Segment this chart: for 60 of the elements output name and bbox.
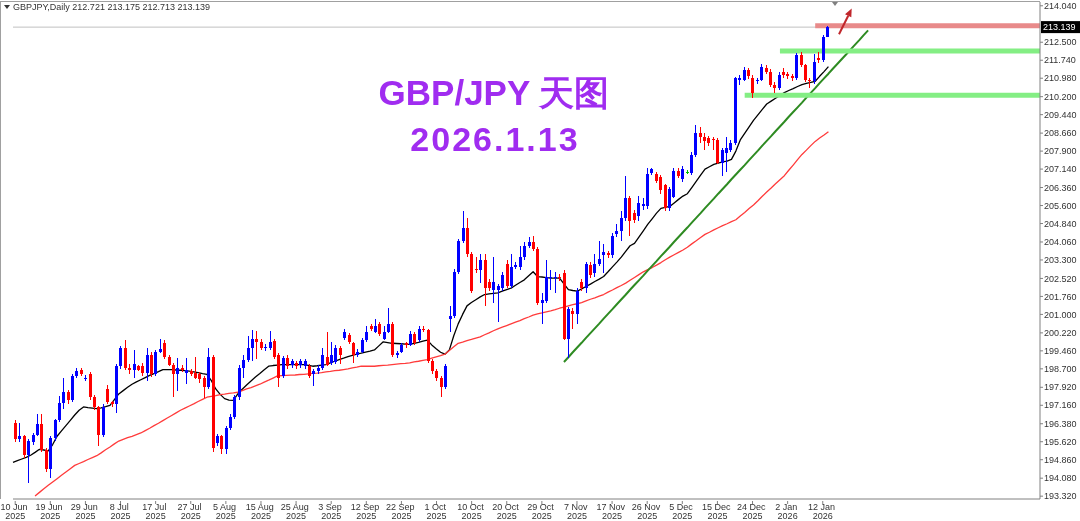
y-tick-label: 197.920 (1044, 382, 1077, 393)
y-tick-label: 204.060 (1044, 237, 1077, 248)
text: GBP/JPY 天图 (377, 73, 611, 113)
x-tick-label: 29 Jun 2025 (70, 502, 101, 521)
x-tick-label: 3 Sep 2025 (318, 502, 345, 521)
y-tick-label: 200.220 (1044, 328, 1077, 339)
y-tick-label: 193.320 (1044, 491, 1077, 502)
y-tick-label: 195.620 (1044, 436, 1077, 447)
y-tick-label: 202.520 (1044, 273, 1077, 284)
y-tick-label: 198.700 (1044, 364, 1077, 375)
y-tick-label: 205.600 (1044, 200, 1077, 211)
x-tick-label: 15 Aug 2025 (245, 502, 277, 521)
x-tick-label: 22 Sep 2025 (385, 502, 417, 521)
y-tick-label: 210.980 (1044, 73, 1077, 84)
x-tick-label: 19 Jun 2025 (35, 502, 66, 521)
y-tick-label: 206.360 (1044, 182, 1077, 193)
y-tick-label: 194.080 (1044, 473, 1077, 484)
x-tick-label: 26 Nov 2025 (631, 502, 663, 521)
y-tick-label: 214.040 (1044, 0, 1077, 11)
y-tick-label: 208.660 (1044, 128, 1077, 139)
x-tick-label: 29 Oct 2025 (527, 502, 557, 521)
y-tick-label: 194.860 (1044, 454, 1077, 465)
y-tick-label: 209.440 (1044, 109, 1077, 120)
x-tick-label: 17 Nov 2025 (596, 502, 628, 521)
x-tick-label: 24 Dec 2025 (737, 502, 769, 521)
y-tick-label: 196.380 (1044, 418, 1077, 429)
x-tick-label: 10 Oct 2025 (457, 502, 487, 521)
x-tick-label: 12 Sep 2025 (350, 502, 382, 521)
y-tick-label: 204.840 (1044, 218, 1077, 229)
text: 2026.1.13 (409, 119, 581, 159)
x-tick-label: 10 Jun 2025 (0, 502, 30, 521)
candlestick (553, 271, 557, 293)
y-tick-label: 210.200 (1044, 91, 1077, 102)
x-tick-label: 15 Dec 2025 (701, 502, 733, 521)
y-tick-label: 201.000 (1044, 309, 1077, 320)
y-tick-label: 197.160 (1044, 400, 1077, 411)
candlestick (571, 308, 575, 329)
candlestick (711, 136, 715, 150)
x-tick-label: 2 Jan 2026 (775, 502, 800, 521)
x-tick-label: 1 Oct 2025 (424, 502, 449, 521)
candlestick (602, 244, 606, 274)
y-tick-label: 201.760 (1044, 291, 1077, 302)
x-tick-label: 8 Jul 2025 (109, 502, 132, 521)
annotation: GBPJPY,Daily 212.721 213.175 212.713 213.139 (13, 2, 210, 13)
x-tick-label: 5 Dec 2025 (669, 502, 696, 521)
candlestick (474, 257, 478, 274)
y-tick-label: 207.140 (1044, 164, 1077, 175)
x-tick-label: 20 Oct 2025 (492, 502, 522, 521)
y-tick-label: 211.740 (1044, 55, 1076, 66)
x-tick-label: 5 Aug 2025 (213, 502, 239, 521)
x-tick-label: 17 Jul 2025 (142, 502, 169, 521)
y-tick-label: 199.460 (1044, 346, 1077, 357)
x-tick-label: 12 Jan 2026 (807, 502, 838, 521)
y-tick-label: 203.300 (1044, 255, 1077, 266)
y-tick-label: 207.900 (1044, 146, 1077, 157)
ref-line-label: 213.139 (1043, 22, 1076, 33)
x-tick-label: 7 Nov 2025 (563, 502, 590, 521)
y-tick-label: 212.500 (1044, 37, 1077, 48)
x-tick-label: 25 Aug 2025 (280, 502, 312, 521)
x-tick-label: 27 Jul 2025 (177, 502, 205, 521)
